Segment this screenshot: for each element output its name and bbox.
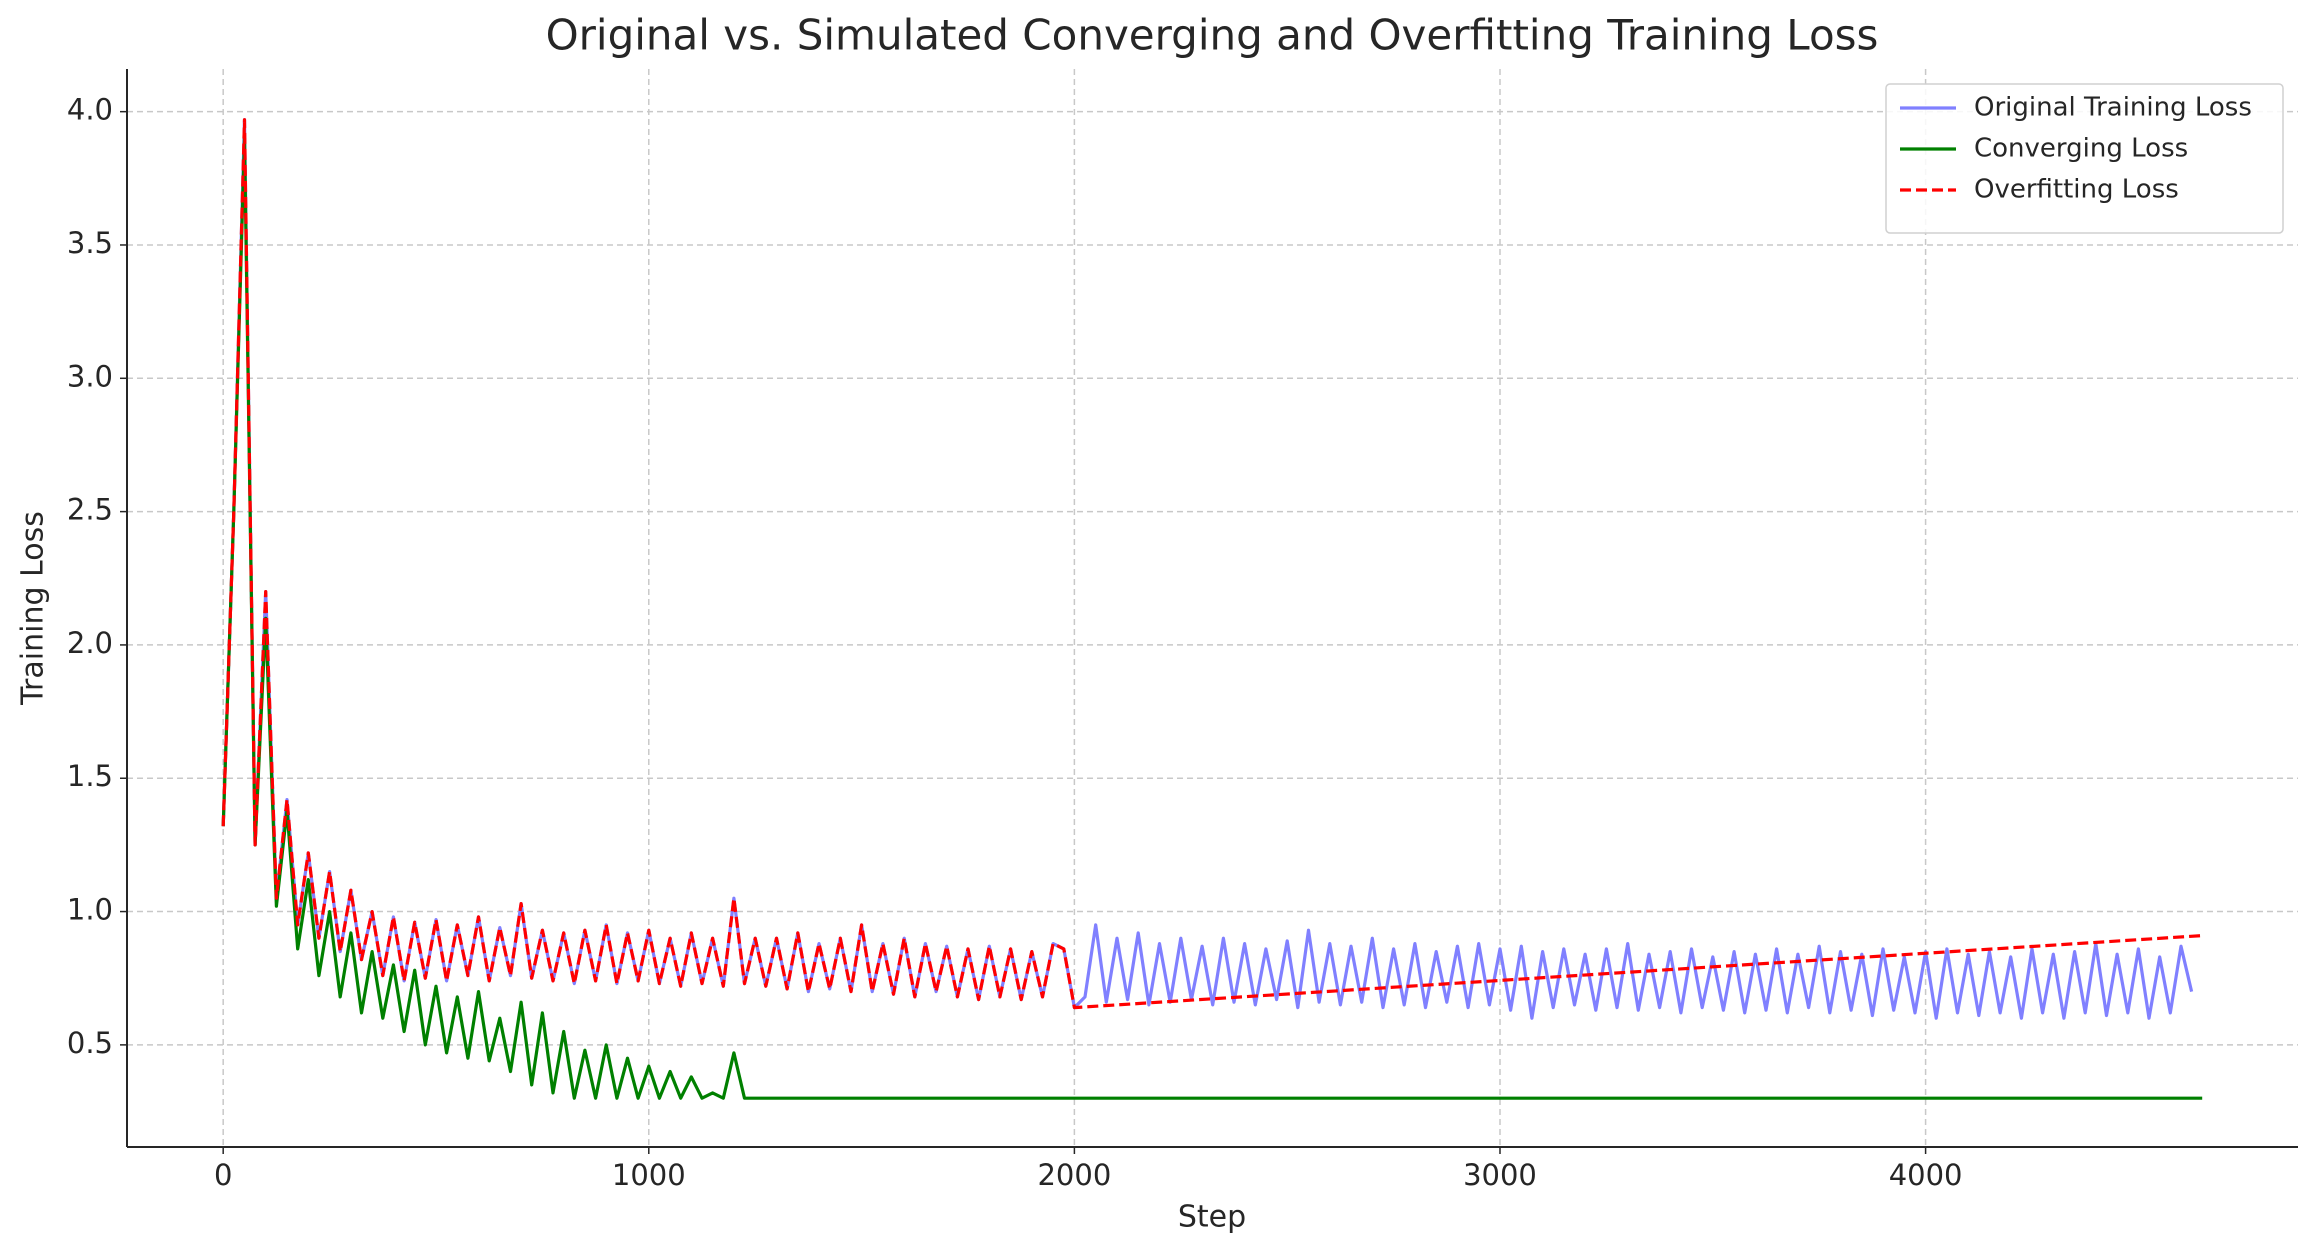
x-tick-label: 0	[214, 1158, 232, 1192]
y-tick-label: 0.5	[67, 1026, 113, 1060]
series-line	[221, 118, 2203, 1010]
legend-label: Original Training Loss	[1974, 93, 2252, 123]
x-tick-label: 2000	[1037, 1158, 1111, 1192]
x-tick-label: 4000	[1889, 1158, 1963, 1192]
y-tick-label: 2.5	[67, 493, 113, 527]
y-axis-label: Training Loss	[16, 511, 51, 706]
legend-label: Converging Loss	[1974, 134, 2188, 164]
y-tick-label: 1.0	[67, 893, 113, 927]
chart-title: Original vs. Simulated Converging and Ov…	[546, 11, 1879, 60]
y-tick-label: 2.0	[67, 626, 113, 660]
y-tick-label: 4.0	[67, 93, 113, 127]
series-line	[221, 136, 2203, 1100]
y-tick-label: 3.0	[67, 359, 113, 393]
x-tick-label: 1000	[612, 1158, 686, 1192]
x-axis-label: Step	[1178, 1200, 1246, 1235]
legend: Original Training Loss Converging Loss Ove…	[1885, 83, 2284, 234]
legend-label: Overfitting Loss	[1974, 175, 2179, 205]
y-tick-label: 1.5	[67, 759, 113, 793]
series-line	[221, 118, 2194, 1020]
y-tick-label: 3.5	[67, 226, 113, 260]
legend-box	[1885, 83, 2284, 234]
x-tick-label: 3000	[1463, 1158, 1537, 1192]
